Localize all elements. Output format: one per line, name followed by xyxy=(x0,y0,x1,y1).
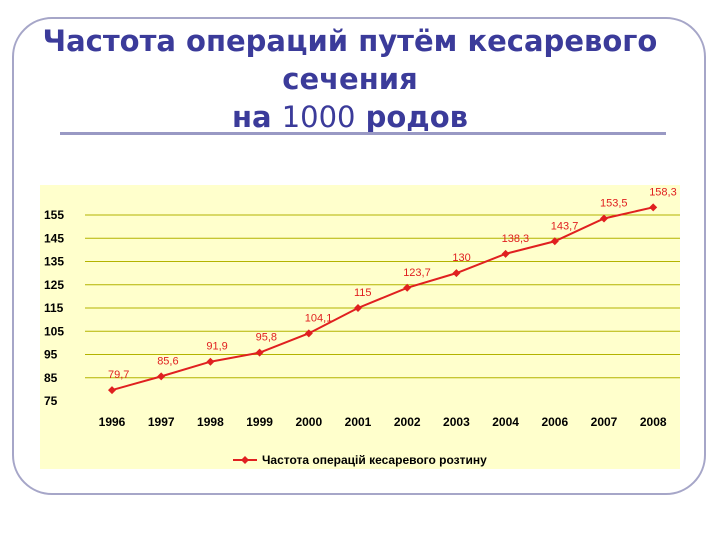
y-tick-label: 95 xyxy=(44,348,58,362)
data-label: 138,3 xyxy=(502,233,530,245)
line-chart: 75 85 95 105 115 125 135 145 155 1996 1997 1998 1999… xyxy=(40,185,680,469)
title-number: 1000 xyxy=(281,100,356,134)
data-label: 79,7 xyxy=(108,369,129,381)
y-tick-label: 145 xyxy=(44,231,64,245)
x-tick-label: 1996 xyxy=(99,415,126,429)
data-point xyxy=(354,304,362,312)
data-label: 153,5 xyxy=(600,197,628,209)
data-point xyxy=(255,348,264,357)
data-point xyxy=(403,283,412,292)
y-tick-label: 125 xyxy=(44,278,64,292)
title-line-1: Частота операций путём кесаревого xyxy=(42,24,658,58)
title-prefix: на xyxy=(231,100,272,134)
data-label: 115 xyxy=(354,287,372,299)
data-label: 85,6 xyxy=(157,355,178,367)
data-label: 104,1 xyxy=(305,312,333,324)
x-tick-label: 2001 xyxy=(345,415,372,429)
data-label: 123,7 xyxy=(403,267,431,279)
y-tick-label: 75 xyxy=(44,394,58,408)
data-label: 143,7 xyxy=(551,220,579,232)
x-tick-label: 1997 xyxy=(148,415,175,429)
x-tick-label: 1999 xyxy=(246,415,273,429)
data-point xyxy=(157,372,166,381)
x-tick-label: 2007 xyxy=(591,415,618,429)
data-label: 91,9 xyxy=(206,341,227,353)
y-tick-label: 155 xyxy=(44,208,64,222)
page-title: Частота операций путём кесаревого сечени… xyxy=(30,22,670,136)
data-label: 95,8 xyxy=(256,332,277,344)
data-point xyxy=(108,386,116,395)
x-tick-label: 2002 xyxy=(394,415,421,429)
data-point xyxy=(304,329,313,338)
title-suffix: родов xyxy=(365,100,469,134)
x-tick-label: 2004 xyxy=(492,415,519,429)
y-tick-label: 115 xyxy=(44,301,64,315)
x-tick-label: 1998 xyxy=(197,415,224,429)
title-line-3: на 1000 родов xyxy=(30,98,670,136)
legend-marker xyxy=(241,456,249,464)
y-tick-label: 105 xyxy=(44,324,64,338)
series-line xyxy=(111,206,654,392)
data-point xyxy=(600,214,608,223)
data-point xyxy=(452,269,461,278)
data-point xyxy=(501,249,510,258)
title-line-2: сечения xyxy=(282,62,418,96)
data-label: 130 xyxy=(452,252,470,264)
data-point xyxy=(550,237,559,246)
data-point xyxy=(206,357,215,366)
data-point xyxy=(649,203,658,212)
x-tick-label: 2003 xyxy=(443,415,470,429)
x-tick-label: 2008 xyxy=(640,415,667,429)
x-tick-label: 2000 xyxy=(295,415,322,429)
title-underline xyxy=(60,132,666,135)
y-tick-label: 135 xyxy=(44,255,64,269)
data-label: 158,3 xyxy=(649,186,677,198)
y-tick-label: 85 xyxy=(44,371,58,385)
legend-label: Частота операцій кесаревого розтину xyxy=(262,453,487,467)
x-tick-label: 2006 xyxy=(541,415,568,429)
